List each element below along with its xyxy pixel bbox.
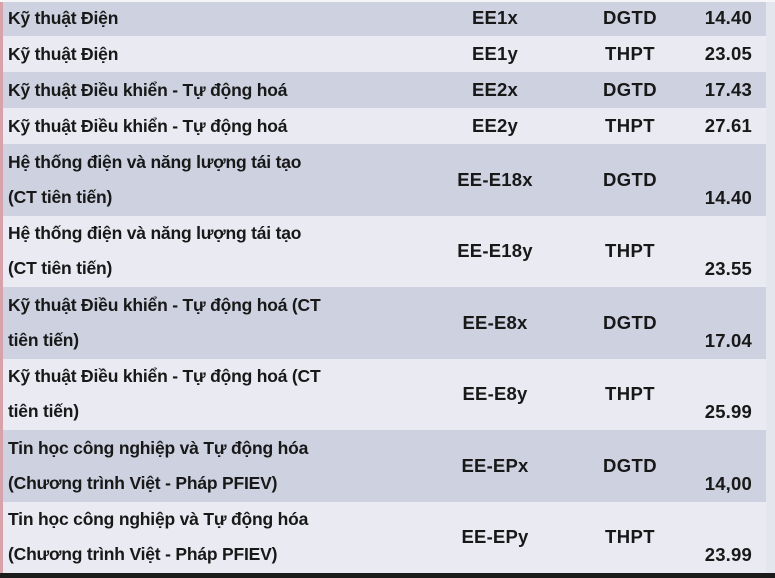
admission-method: THPT xyxy=(605,43,655,64)
program-name: Tin học công nghiệp và Tự động hóa (Chươn… xyxy=(3,502,432,572)
program-code: EE2x xyxy=(471,79,519,100)
table-row: Kỹ thuật Điện EE1y THPT 23.05 xyxy=(3,36,766,72)
table-row: Kỹ thuật Điều khiển - Tự động hoá (CT tiê… xyxy=(3,358,766,430)
program-code: EE-E8x xyxy=(462,311,528,333)
program-name-line: Kỹ thuật Điều khiển - Tự động hoá xyxy=(8,116,288,136)
admission-score: 23.55 xyxy=(704,258,752,279)
table-row: Kỹ thuật Điều khiển - Tự động hoá (CT tiê… xyxy=(3,287,766,359)
program-name: Kỹ thuật Điều khiển - Tự động hoá (CT tiê… xyxy=(3,359,432,429)
program-name-line: Tin học công nghiệp và Tự động hóa xyxy=(8,437,309,458)
table-row: Hệ thống điện và năng lượng tái tạo (CT t… xyxy=(3,215,766,287)
admission-method: THPT xyxy=(605,115,655,136)
program-name: Hệ thống điện và năng lượng tái tạo (CT t… xyxy=(3,145,432,215)
program-name-line: tiên tiến) xyxy=(8,401,79,422)
admission-score: 17.43 xyxy=(704,79,752,100)
admission-score: 17.04 xyxy=(704,329,752,351)
admission-score: 23.99 xyxy=(704,544,752,565)
left-border xyxy=(0,0,3,578)
admission-method: DGTD xyxy=(602,7,657,28)
admission-score: 27.61 xyxy=(704,115,752,136)
table-row: Tin học công nghiệp và Tự động hóa (Chươn… xyxy=(3,430,766,502)
table-row: Kỹ thuật Điều khiển - Tự động hoá EE2y THP… xyxy=(3,108,766,144)
program-name-line: (Chương trình Việt - Pháp PFIEV) xyxy=(8,472,278,493)
admission-score: 23.05 xyxy=(704,43,752,64)
program-name: Kỹ thuật Điều khiển - Tự động hoá (CT tiê… xyxy=(3,288,432,358)
program-name-line: Tin học công nghiệp và Tự động hóa xyxy=(8,509,309,530)
table-row: Tin học công nghiệp và Tự động hóa (Chươn… xyxy=(3,501,766,573)
bottom-strip xyxy=(0,573,775,578)
program-name-line: Kỹ thuật Điện xyxy=(8,44,119,64)
program-name: Hệ thống điện và năng lượng tái tạo (CT t… xyxy=(3,216,432,286)
top-divider xyxy=(0,0,775,2)
program-name: Kỹ thuật Điều khiển - Tự động hoá xyxy=(3,72,432,108)
admission-method: DGTD xyxy=(602,311,657,333)
admission-method: DGTD xyxy=(602,168,657,190)
program-name-line: Kỹ thuật Điện xyxy=(8,8,119,28)
program-name: Kỹ thuật Điện xyxy=(3,36,432,72)
table-row: Kỹ thuật Điện EE1x DGTD 14.40 xyxy=(3,0,766,36)
program-name-line: Kỹ thuật Điều khiển - Tự động hoá (CT xyxy=(8,294,321,315)
program-code: EE-E18x xyxy=(457,168,533,190)
program-code: EE1x xyxy=(471,7,519,28)
admission-score: 14.40 xyxy=(704,7,752,28)
admission-method: THPT xyxy=(605,526,655,548)
program-code: EE2y xyxy=(471,115,519,136)
program-name: Kỹ thuật Điều khiển - Tự động hoá xyxy=(3,108,432,144)
admission-method: DGTD xyxy=(602,454,657,476)
program-code: EE-EPy xyxy=(461,526,529,548)
admission-score: 25.99 xyxy=(704,401,752,422)
table-body: Kỹ thuật Điện EE1x DGTD 14.40 Kỹ thuật Điện E… xyxy=(3,0,766,573)
admission-method: THPT xyxy=(605,240,655,262)
program-name-line: Kỹ thuật Điều khiển - Tự động hoá xyxy=(8,80,288,100)
admission-score: 14.40 xyxy=(704,186,752,208)
program-name: Kỹ thuật Điện xyxy=(3,0,432,36)
admission-score: 14,00 xyxy=(704,472,752,494)
table-row: Kỹ thuật Điều khiển - Tự động hoá EE2x DGT… xyxy=(3,72,766,108)
program-code: EE-EPx xyxy=(461,454,529,476)
program-name-line: Hệ thống điện và năng lượng tái tạo xyxy=(8,151,302,172)
table-row: Hệ thống điện và năng lượng tái tạo (CT t… xyxy=(3,144,766,216)
program-code: EE-E8y xyxy=(462,383,528,405)
program-name: Tin học công nghiệp và Tự động hóa (Chươn… xyxy=(3,431,432,501)
program-name-line: (Chương trình Việt - Pháp PFIEV) xyxy=(8,544,278,565)
program-name-line: tiên tiến) xyxy=(8,329,79,350)
program-name-line: (CT tiên tiến) xyxy=(8,186,113,207)
program-code: EE-E18y xyxy=(457,240,533,262)
program-name-line: Kỹ thuật Điều khiển - Tự động hoá (CT xyxy=(8,366,321,387)
program-code: EE1y xyxy=(471,43,519,64)
admission-method: DGTD xyxy=(602,79,657,100)
program-name-line: (CT tiên tiến) xyxy=(8,258,113,279)
admission-method: THPT xyxy=(605,383,655,405)
program-name-line: Hệ thống điện và năng lượng tái tạo xyxy=(8,223,302,244)
